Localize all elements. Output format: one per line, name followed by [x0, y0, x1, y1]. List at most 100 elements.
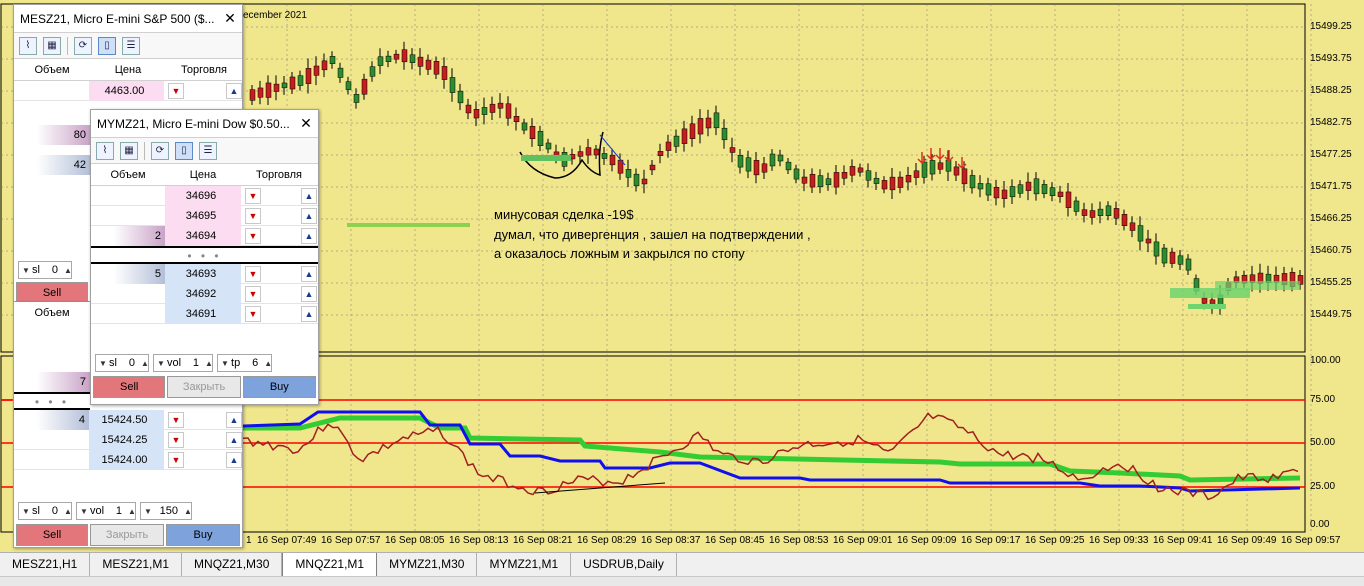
candle — [857, 167, 864, 173]
price-cell[interactable]: 34695 — [165, 205, 241, 226]
table-row: 15424.25 ▼ ▲ — [14, 429, 242, 450]
sl-stepper[interactable]: ▼ sl 0 ▲ — [18, 261, 72, 279]
sl-stepper[interactable]: ▼ sl 0 ▲ — [95, 354, 149, 372]
chevron-down-icon[interactable]: ▼ — [168, 411, 184, 428]
chevron-down-icon[interactable]: ▼ — [245, 207, 261, 224]
ma-blue-line — [242, 410, 1301, 493]
sell-rows: 34696 ▼ ▲ 34695 ▼ ▲ 2 34694 ▼ ▲ — [91, 185, 318, 246]
chevron-up-icon[interactable]: ▲ — [226, 411, 242, 428]
tab-mnqz21-m30[interactable]: MNQZ21,M30 — [182, 553, 283, 577]
chart-icon[interactable]: ⌇ — [19, 36, 37, 55]
tab-usdrub-daily[interactable]: USDRUB,Daily — [571, 553, 677, 577]
depth-icon[interactable]: ▯ — [175, 141, 193, 160]
candle — [985, 183, 992, 196]
candle — [497, 102, 504, 109]
osc-tick-label: 100.00 — [1310, 355, 1341, 366]
chevron-down-icon[interactable]: ▼ — [168, 451, 184, 468]
chevron-up-icon[interactable]: ▲ — [226, 431, 242, 448]
list-icon[interactable]: ☰ — [122, 36, 140, 55]
chevron-down-icon[interactable]: ▼ — [245, 187, 261, 204]
chevron-down-icon[interactable]: ▼ — [168, 82, 184, 99]
calendar-icon[interactable]: ▦ — [120, 141, 138, 160]
chevron-up-icon[interactable]: ▲ — [301, 265, 317, 282]
chevron-down-icon[interactable]: ▼ — [168, 431, 184, 448]
chevron-up-icon[interactable]: ▲ — [301, 187, 317, 204]
candle — [1177, 255, 1184, 265]
vol-stepper[interactable]: ▼ vol 1 ▲ — [152, 354, 214, 372]
price-cell[interactable]: 34696 — [165, 185, 241, 206]
tp-stepper[interactable]: ▼ 150 ▲ — [140, 502, 193, 520]
time-tick-label: 16 Sep 09:57 — [1281, 535, 1341, 546]
close-position-button[interactable]: Закрыть — [90, 524, 164, 546]
tab-mymz21-m30[interactable]: MYMZ21,M30 — [377, 553, 478, 577]
chevron-down-icon[interactable]: ▼ — [245, 265, 261, 282]
chevron-down-icon[interactable]: ▼ — [245, 227, 261, 244]
time-tick-label: 16 Sep 08:05 — [385, 535, 445, 546]
price-cell[interactable]: 4463.00 — [89, 80, 164, 101]
candle — [833, 172, 840, 188]
tp-stepper[interactable]: ▼ tp 6 ▲ — [217, 354, 273, 372]
refresh-icon[interactable]: ⟳ — [74, 36, 92, 55]
price-tick-label: 15493.75 — [1310, 53, 1352, 64]
candle — [649, 164, 656, 171]
calendar-icon[interactable]: ▦ — [43, 36, 61, 55]
tab-mesz21-m1[interactable]: MESZ21,M1 — [90, 553, 183, 577]
tab-mnqz21-m1[interactable]: MNQZ21,M1 — [282, 553, 378, 577]
candle — [385, 55, 392, 62]
candle — [841, 172, 848, 179]
close-position-button[interactable]: Закрыть — [167, 376, 241, 398]
chevron-up-icon[interactable]: ▲ — [226, 82, 242, 99]
tab-mymz21-m1[interactable]: MYMZ21,M1 — [477, 553, 572, 577]
chart-icon[interactable]: ⌇ — [96, 141, 114, 160]
tab-mesz21-h1[interactable]: MESZ21,H1 — [0, 553, 91, 577]
sl-stepper[interactable]: ▼ sl 0 ▲ — [18, 502, 72, 520]
chevron-up-icon[interactable]: ▲ — [301, 227, 317, 244]
refresh-icon[interactable]: ⟳ — [151, 141, 169, 160]
list-icon[interactable]: ☰ — [199, 141, 217, 160]
price-cell[interactable]: 34693 — [165, 263, 241, 284]
close-icon[interactable]: ✕ — [300, 115, 312, 131]
candle — [361, 78, 368, 95]
price-tick-label: 15471.75 — [1310, 181, 1352, 192]
panel-titlebar[interactable]: MYMZ21, Micro E-mini Dow $0.50... ✕ — [91, 110, 318, 138]
table-row: 34691 ▼ ▲ — [91, 303, 318, 324]
candle — [905, 174, 912, 183]
chevron-up-icon[interactable]: ▲ — [301, 285, 317, 302]
volume-cell: 4 — [14, 409, 89, 430]
candle — [881, 180, 888, 190]
col-price-header: Цена — [114, 63, 142, 76]
price-cell[interactable]: 34694 — [165, 225, 241, 246]
price-cell[interactable]: 34691 — [165, 303, 241, 324]
tabs-scrollbar[interactable] — [0, 576, 1364, 586]
depth-icon[interactable]: ▯ — [98, 36, 116, 55]
price-cell[interactable]: 34692 — [165, 283, 241, 304]
candle — [753, 160, 760, 176]
price-cell[interactable]: 15424.25 — [89, 429, 164, 450]
chevron-up-icon[interactable]: ▲ — [226, 451, 242, 468]
candle — [433, 61, 440, 75]
sell-button[interactable]: Sell — [93, 376, 166, 398]
hand-drawn-curve — [519, 131, 604, 179]
buy-rows: 5 34693 ▼ ▲ 34692 ▼ ▲ 34691 ▼ ▲ — [91, 263, 318, 324]
vol-stepper[interactable]: ▼ vol 1 ▲ — [75, 502, 137, 520]
sell-button[interactable]: Sell — [16, 282, 88, 304]
sell-button[interactable]: Sell — [16, 524, 88, 546]
candle — [641, 178, 648, 185]
chevron-up-icon[interactable]: ▲ — [301, 305, 317, 322]
osc-tick-label: 0.00 — [1310, 519, 1330, 530]
price-cell[interactable]: 15424.50 — [89, 409, 164, 430]
candle — [297, 75, 304, 86]
chevron-up-icon[interactable]: ▲ — [301, 207, 317, 224]
candle — [457, 90, 464, 104]
buy-button[interactable]: Buy — [166, 524, 240, 546]
candle — [537, 131, 544, 146]
price-cell[interactable]: 15424.00 — [89, 449, 164, 470]
table-row: 34695 ▼ ▲ — [91, 205, 318, 226]
candle — [681, 128, 688, 144]
depth-panel-mymz21[interactable]: MYMZ21, Micro E-mini Dow $0.50... ✕ ⌇ ▦ … — [90, 109, 319, 405]
chevron-down-icon[interactable]: ▼ — [245, 285, 261, 302]
close-icon[interactable]: ✕ — [224, 10, 236, 26]
buy-button[interactable]: Buy — [242, 376, 316, 398]
chevron-down-icon[interactable]: ▼ — [245, 305, 261, 322]
panel-titlebar[interactable]: MESZ21, Micro E-mini S&P 500 ($... ✕ — [14, 5, 242, 33]
